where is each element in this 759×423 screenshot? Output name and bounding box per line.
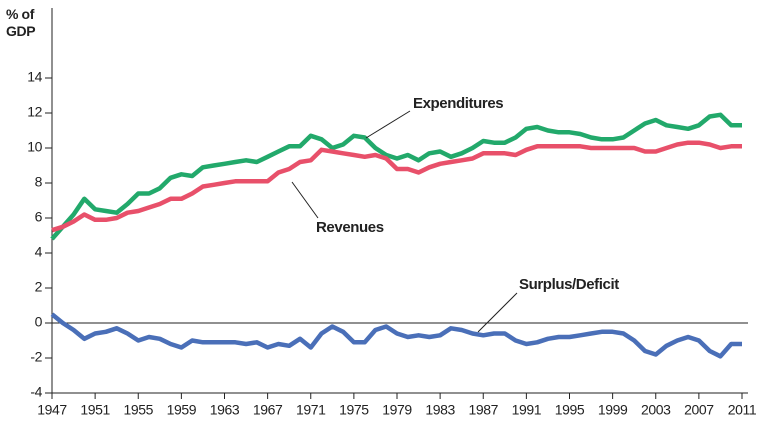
y-axis-label: % of GDP xyxy=(6,6,36,39)
y-tick-label: 8 xyxy=(35,174,43,190)
y-tick-label: 6 xyxy=(35,209,43,225)
y-tick-label: -2 xyxy=(30,349,42,365)
leader-line xyxy=(291,181,319,219)
x-tick-label: 1983 xyxy=(425,402,455,418)
leader-line xyxy=(477,292,518,333)
y-tick-label: 0 xyxy=(35,314,43,330)
x-tick-label: 1967 xyxy=(253,402,283,418)
y-tick-label: 12 xyxy=(27,104,42,120)
leader-line xyxy=(365,110,411,139)
x-tick-label: 2011 xyxy=(728,402,757,418)
y-tick-label: 4 xyxy=(35,244,43,260)
x-tick-label: 1963 xyxy=(210,402,240,418)
series-label: Surplus/Deficit xyxy=(519,276,619,293)
series-label: Revenues xyxy=(316,219,384,236)
y-tick-label: 10 xyxy=(27,139,42,155)
x-tick-label: 1955 xyxy=(123,402,153,418)
x-tick-label: 1991 xyxy=(512,402,542,418)
series-line xyxy=(50,112,742,241)
y-tick-label: 14 xyxy=(27,69,42,85)
series-line xyxy=(50,312,742,359)
series-line xyxy=(51,140,742,233)
y-tick-label: 2 xyxy=(35,279,43,295)
x-tick-label: 1987 xyxy=(468,402,498,418)
x-tick-label: 1951 xyxy=(80,402,110,418)
x-tick-label: 1975 xyxy=(339,402,369,418)
x-tick-label: 2003 xyxy=(641,402,671,418)
x-tick-label: 1959 xyxy=(167,402,197,418)
series-label: Expenditures xyxy=(413,95,503,112)
x-tick-label: 1999 xyxy=(598,402,628,418)
y-tick-label: -4 xyxy=(30,384,42,400)
x-tick-label: 1995 xyxy=(555,402,585,418)
x-tick-label: 1947 xyxy=(37,402,67,418)
x-tick-label: 1979 xyxy=(382,402,412,418)
x-tick-label: 2007 xyxy=(684,402,714,418)
x-tick-label: 1971 xyxy=(296,402,326,418)
